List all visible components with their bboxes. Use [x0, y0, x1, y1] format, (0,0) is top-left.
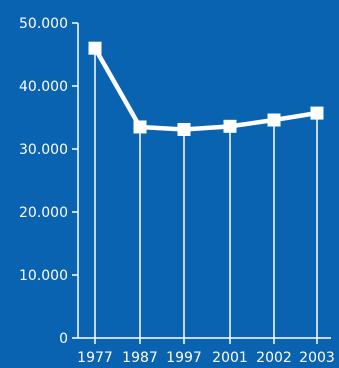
y-tick-label: 30.000 — [19, 142, 68, 158]
y-tick-label: 0 — [59, 331, 68, 347]
series-line — [92, 45, 320, 132]
x-tick-label: 1987 — [122, 350, 158, 366]
y-tick-label: 50.000 — [19, 16, 68, 32]
data-point-marker — [267, 113, 281, 127]
x-tick-label: 2002 — [256, 350, 292, 366]
y-tick-label: 40.000 — [19, 79, 68, 95]
data-point-marker — [88, 41, 102, 55]
y-tick-label: 20.000 — [19, 205, 68, 221]
data-point-marker — [133, 120, 147, 134]
drop-lines — [94, 48, 318, 338]
tick-labels: 0 10.000 20.000 30.000 40.000 50.000 1977 1987 1… — [19, 16, 335, 366]
data-point-marker — [177, 122, 191, 136]
data-point-marker — [310, 106, 324, 120]
x-tick-label: 1997 — [166, 350, 202, 366]
x-tick-label: 2001 — [212, 350, 248, 366]
x-tick-label: 2003 — [299, 350, 335, 366]
series-layer — [88, 41, 324, 136]
y-tick-label: 10.000 — [19, 268, 68, 284]
x-tick-label: 1977 — [77, 350, 113, 366]
data-point-marker — [223, 119, 237, 133]
chart-axes — [72, 22, 331, 344]
